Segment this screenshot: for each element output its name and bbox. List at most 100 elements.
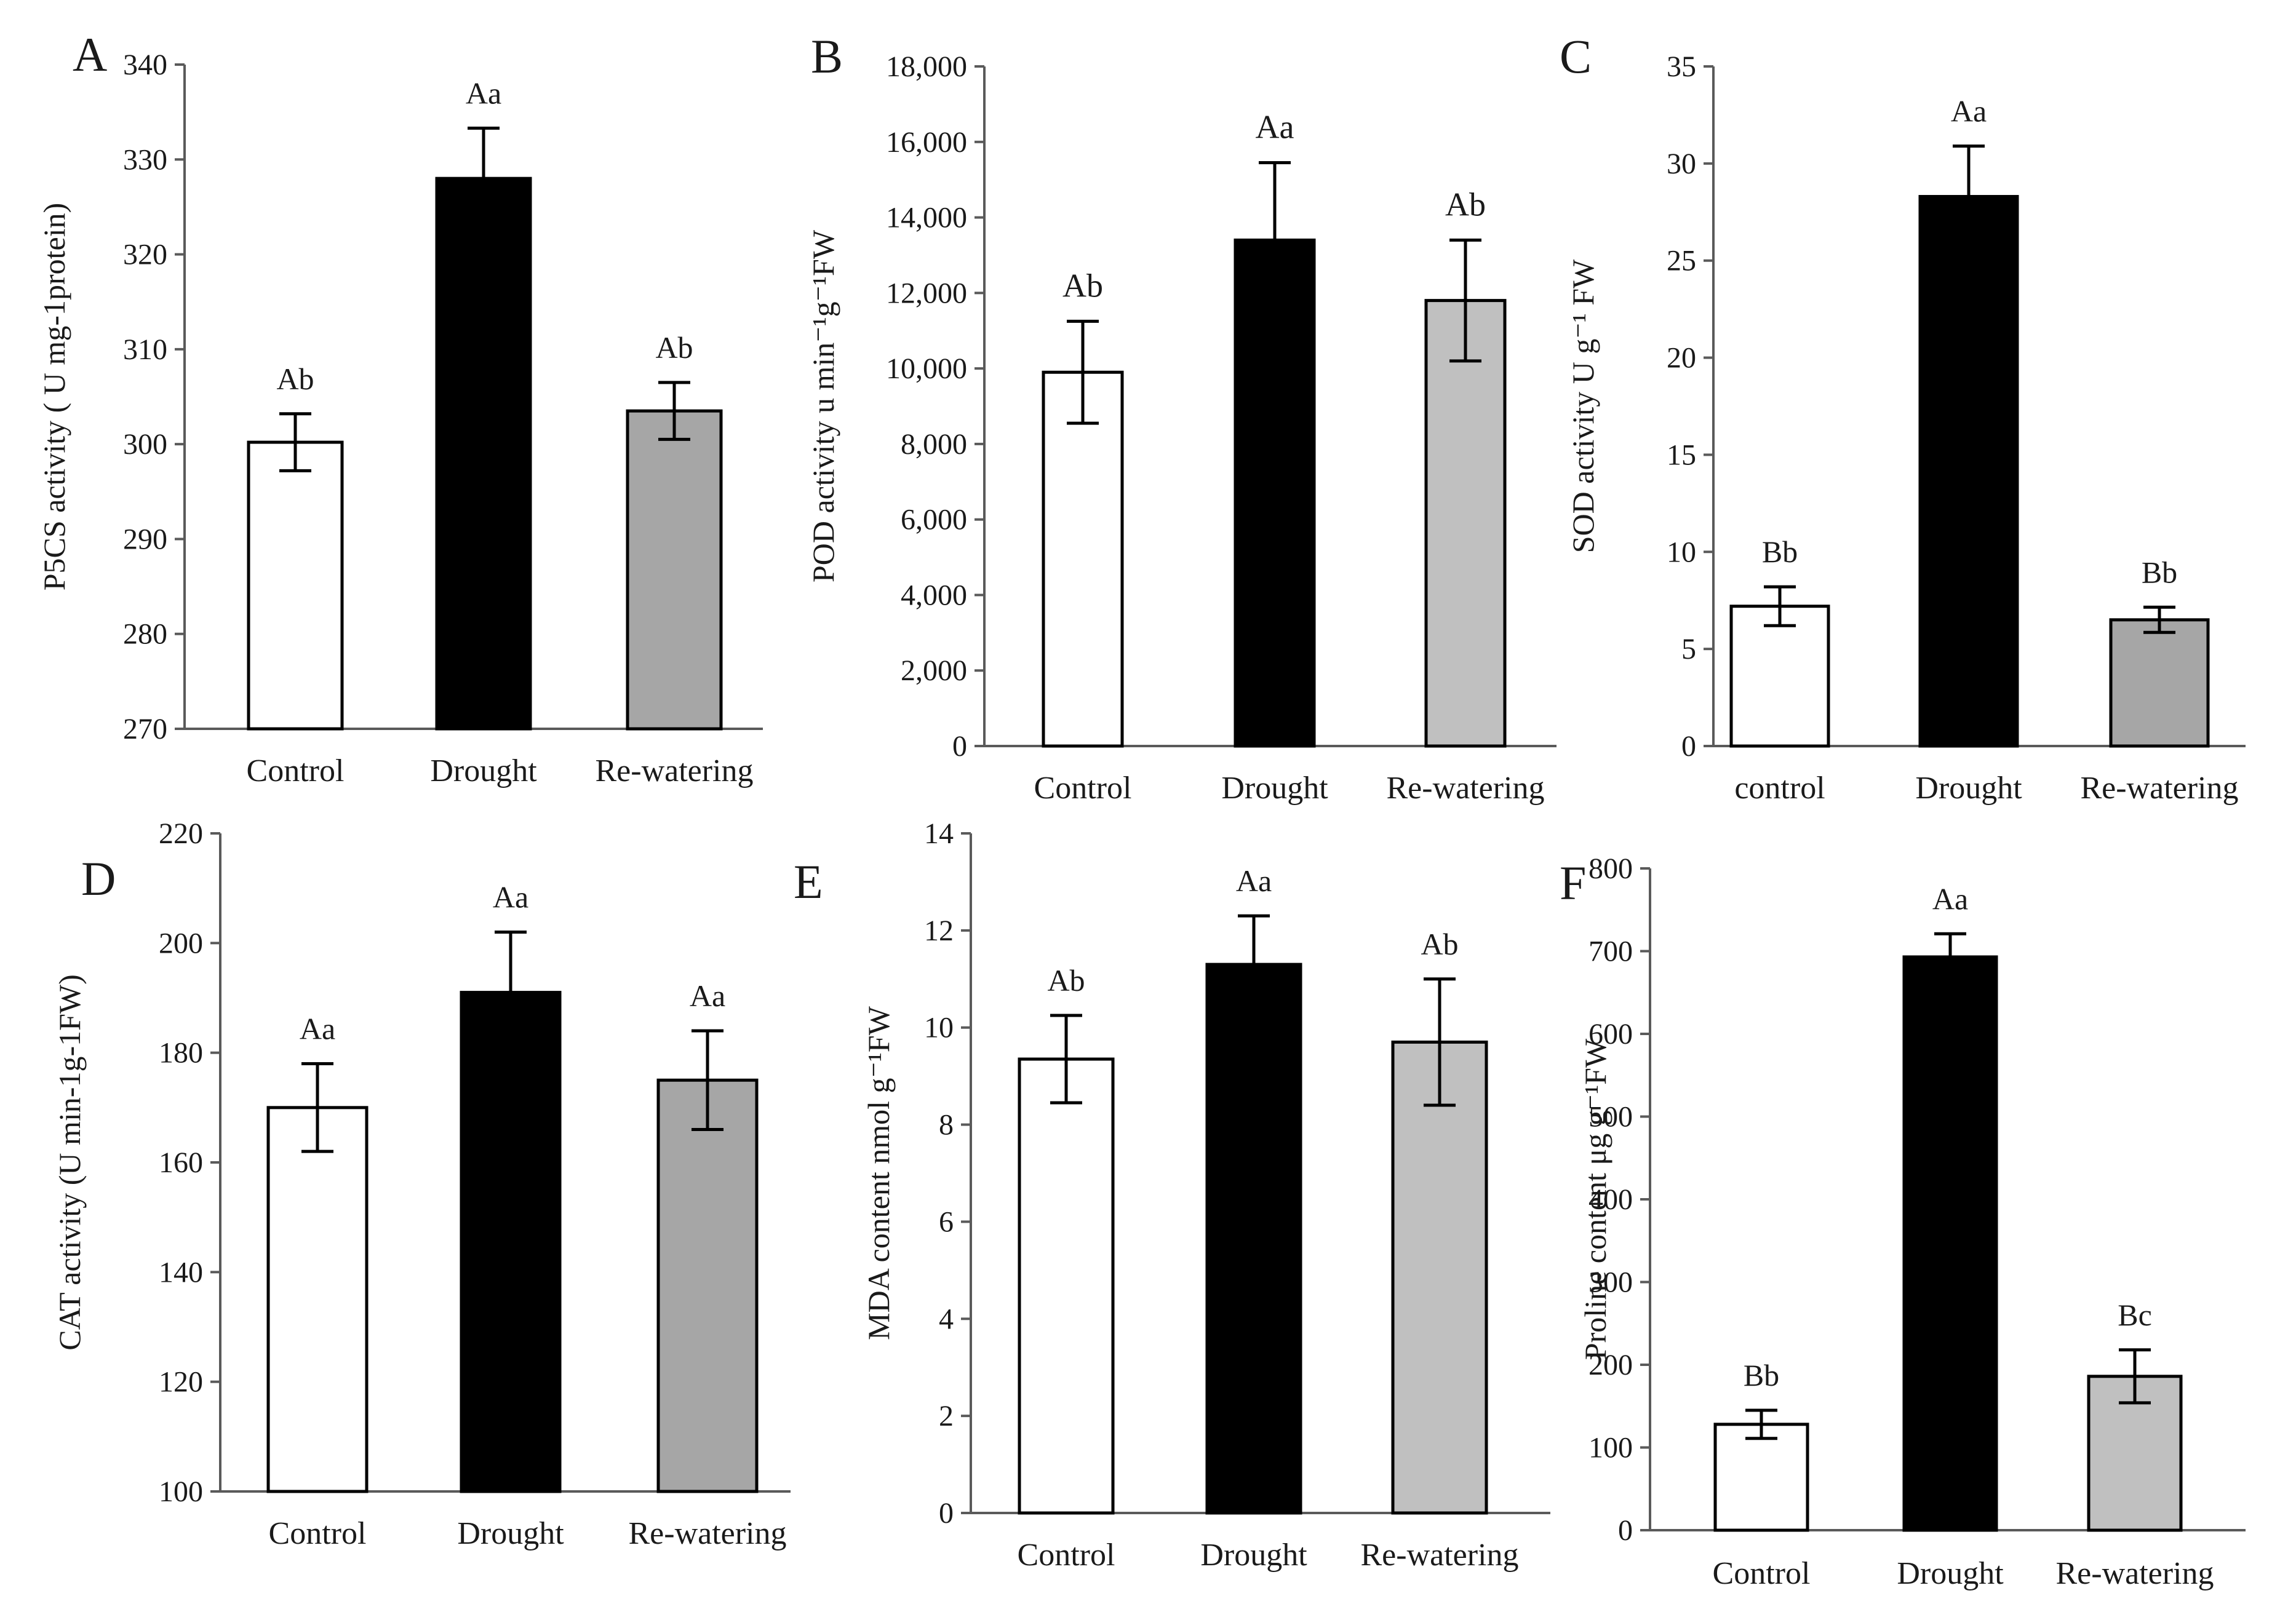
y-axis-title: Proline content μg g⁻¹FW [1578, 1038, 1612, 1360]
y-axis-title: MDA content nmol g⁻¹FW [861, 1006, 896, 1340]
significance-letter: Aa [1951, 93, 1987, 128]
y-tick-label: 25 [1667, 245, 1696, 277]
error-bar [1238, 914, 1270, 1015]
x-category-label: Re-watering [1360, 1538, 1518, 1573]
error-bar [2119, 1348, 2151, 1405]
x-category-label: Re-watering [2055, 1556, 2214, 1591]
y-tick-label: 140 [159, 1256, 203, 1288]
y-axis-title: CAT activity (U min-1g-1FW) [52, 974, 87, 1351]
error-bar [1764, 585, 1796, 627]
x-category-label: Drought [1200, 1538, 1307, 1573]
x-category-label: Drought [457, 1516, 564, 1551]
bar-drought [1205, 963, 1302, 1515]
significance-letter: Aa [1256, 109, 1294, 146]
x-category-label: Drought [1915, 771, 2022, 806]
y-tick-label: 320 [123, 239, 167, 271]
y-tick-label: 6 [939, 1205, 954, 1238]
error-bar [1067, 319, 1099, 425]
panel-b: B 0 2,000 4,000 6,000 8,000 10,000 12,000 14,000… [806, 30, 1557, 806]
bar-drought [1902, 955, 1998, 1532]
bar-control [1729, 605, 1830, 748]
error-bar [279, 412, 311, 472]
y-tick-label: 300 [123, 428, 167, 461]
bar-control [1018, 1057, 1115, 1515]
panel-letter: D [81, 852, 116, 905]
panel-f: F 0 100 200 300 400 500 600 700 800 Proline conten… [1560, 852, 2246, 1591]
bar-re-watering [2109, 618, 2210, 748]
error-bar [1745, 1408, 1777, 1440]
x-category-label: control [1734, 771, 1825, 806]
x-category-label: Control [1713, 1556, 1811, 1591]
y-tick-label: 10 [924, 1012, 954, 1044]
y-axis-title: P5CS activity ( U mg-1protein) [37, 203, 71, 591]
error-bar [468, 126, 500, 231]
panel-letter: B [811, 30, 843, 83]
y-tick-label: 16,000 [886, 126, 967, 159]
y-tick-label: 100 [159, 1475, 203, 1508]
y-tick-label: 12,000 [886, 277, 967, 309]
y-tick-label: 0 [939, 1497, 954, 1530]
significance-letter: Ab [1445, 186, 1486, 223]
significance-letter: Aa [300, 1012, 335, 1046]
y-tick-label: 4 [939, 1303, 954, 1335]
x-category-label: Drought [1897, 1556, 2004, 1591]
panel-c: C 0 5 10 15 20 25 30 35 SOD activity U g⁻¹ FW Bb co… [1560, 30, 2246, 806]
error-bar [1449, 238, 1481, 363]
panel-letter: C [1560, 30, 1592, 83]
y-tick-label: 100 [1588, 1432, 1633, 1464]
y-tick-label: 0 [1618, 1514, 1633, 1547]
bar-re-watering [1424, 299, 1507, 748]
bar-re-watering [626, 409, 723, 731]
bar-control [247, 440, 344, 731]
y-tick-label: 310 [123, 333, 167, 366]
y-tick-label: 330 [123, 143, 167, 176]
y-tick-label: 10,000 [886, 352, 967, 385]
y-tick-label: 290 [123, 523, 167, 555]
x-category-label: Re-watering [595, 753, 753, 788]
y-tick-label: 14 [924, 817, 954, 850]
y-tick-label: 0 [1681, 730, 1696, 763]
x-category-label: Re-watering [1386, 771, 1544, 806]
y-tick-label: 5 [1681, 633, 1696, 665]
y-tick-label: 120 [159, 1366, 203, 1399]
y-tick-label: 800 [1588, 852, 1633, 885]
significance-letter: Bb [1762, 534, 1798, 569]
significance-letter: Ab [1062, 267, 1103, 304]
significance-letter: Aa [1932, 881, 1968, 916]
x-category-label: Control [1034, 771, 1132, 806]
significance-letter: Bb [1744, 1358, 1779, 1392]
y-tick-label: 160 [159, 1146, 203, 1179]
x-category-label: Control [1018, 1538, 1115, 1573]
y-tick-label: 18,000 [886, 50, 967, 83]
y-tick-label: 500 [1588, 1101, 1633, 1134]
significance-letter: Bb [2142, 555, 2177, 589]
y-axis-title: POD activity u min⁻¹g⁻¹FW [806, 229, 840, 582]
bar-control [266, 1106, 369, 1493]
significance-letter: Aa [466, 76, 501, 110]
y-tick-label: 270 [123, 713, 167, 745]
significance-letter: Aa [493, 880, 528, 915]
y-tick-label: 8,000 [901, 428, 967, 461]
x-category-label: Drought [430, 753, 537, 788]
y-tick-label: 180 [159, 1037, 203, 1070]
y-tick-label: 2 [939, 1400, 954, 1432]
y-tick-label: 340 [123, 49, 167, 81]
panel-letter: F [1560, 856, 1586, 910]
y-tick-label: 700 [1588, 935, 1633, 968]
y-tick-label: 8 [939, 1109, 954, 1142]
y-tick-label: 4,000 [901, 579, 967, 611]
bar-drought [1918, 195, 2019, 748]
error-bar [658, 381, 690, 441]
x-category-label: Control [247, 753, 345, 788]
bar-drought [435, 177, 532, 731]
panel-letter: E [794, 855, 823, 908]
panel-letter: A [73, 28, 107, 81]
panel-e: E 0 2 4 6 8 10 12 14 MDA content nmol g⁻¹FW Ab Cont… [794, 817, 1550, 1573]
y-tick-label: 15 [1667, 439, 1696, 471]
bar-control [1042, 370, 1124, 748]
significance-letter: Ab [655, 330, 693, 365]
error-bar [1934, 932, 1966, 982]
error-bar [1050, 1014, 1082, 1105]
y-tick-label: 200 [1588, 1349, 1633, 1381]
